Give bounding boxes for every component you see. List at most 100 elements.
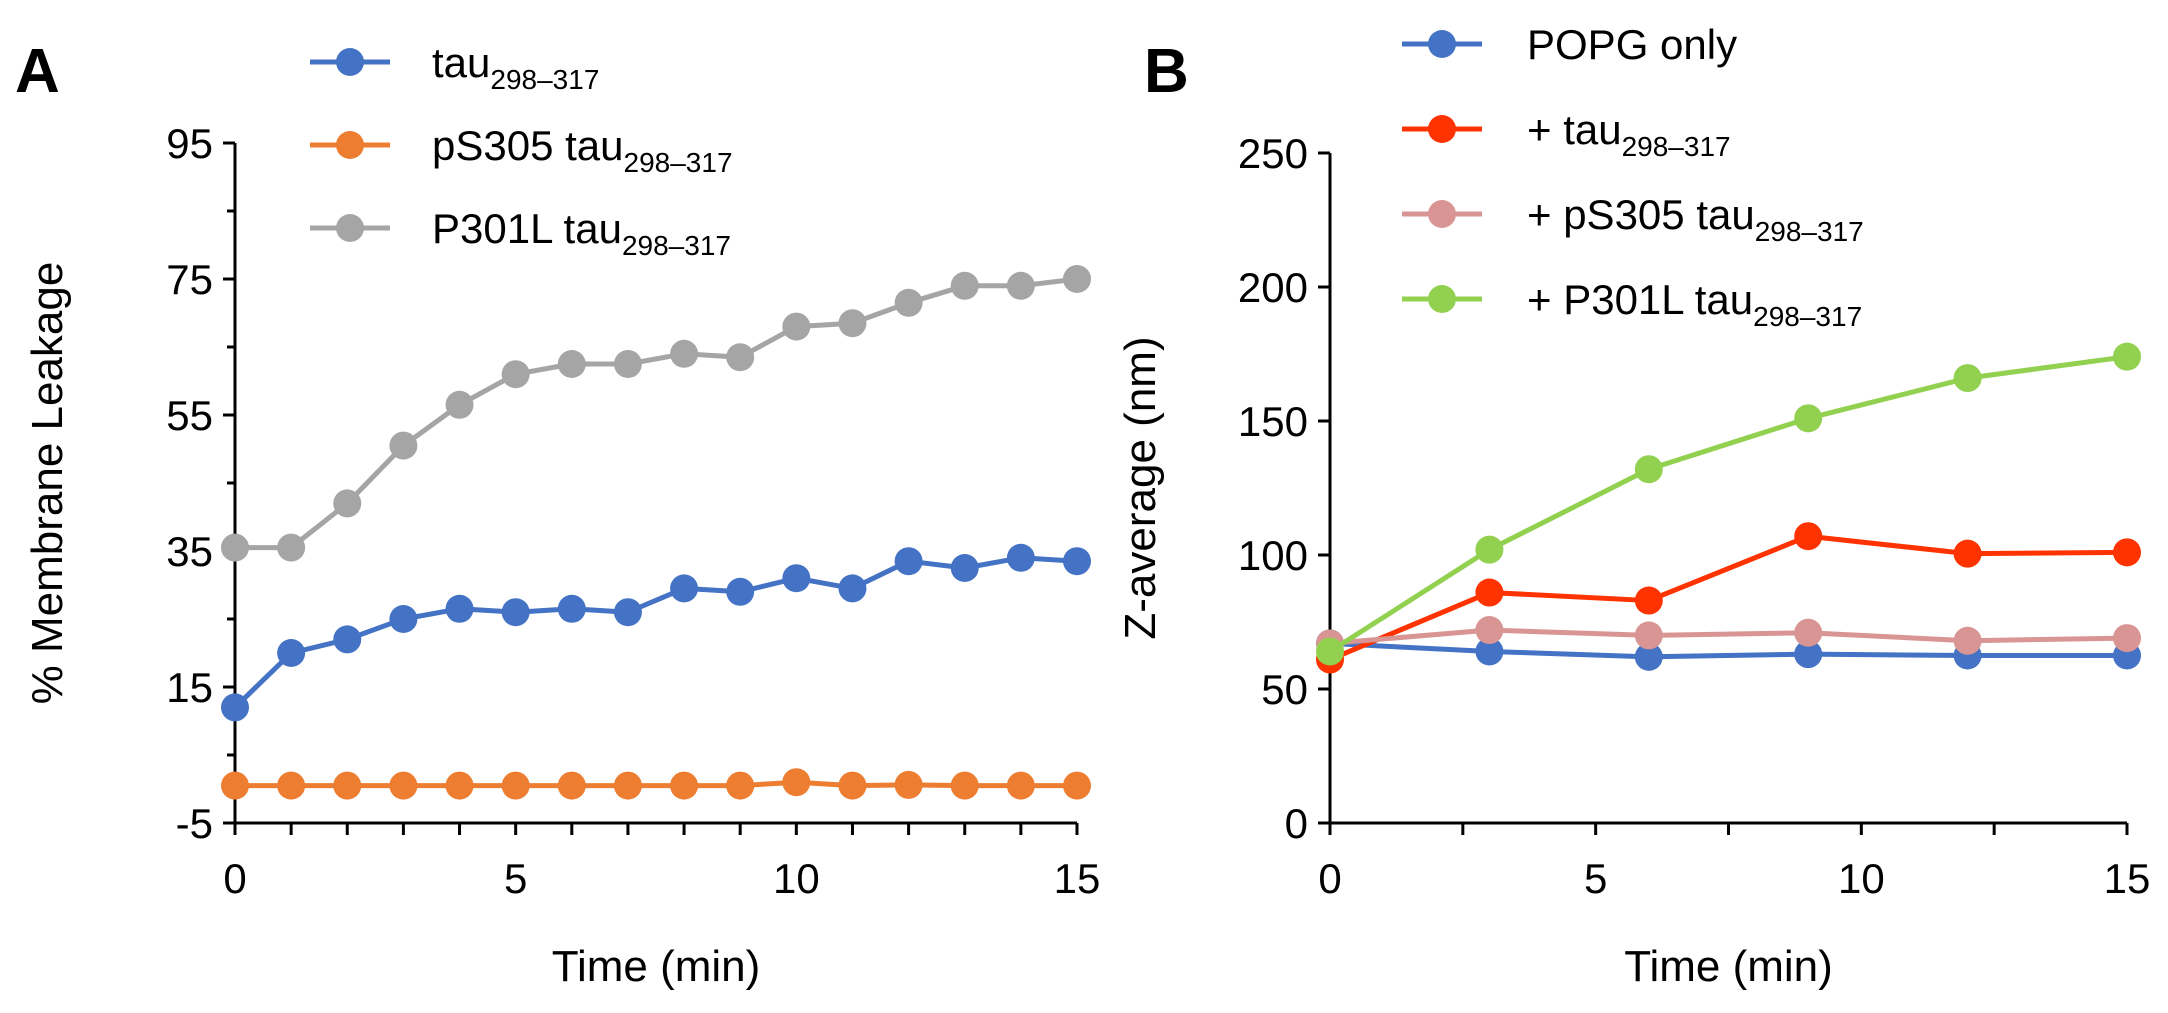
legend-label: P301L tau298–317: [432, 205, 731, 261]
data-point: [221, 693, 249, 722]
data-point: [501, 771, 530, 800]
y-tick-label: 200: [1238, 264, 1308, 311]
data-point: [2113, 538, 2141, 567]
data-point: [670, 771, 699, 800]
data-point: [445, 390, 474, 419]
x-axis-label: Time (min): [1624, 942, 1833, 991]
legend: POPG only + tau298–317 + pS305 tau298–317 +…: [1402, 21, 1864, 332]
legend-item: + pS305 tau298–317: [1402, 191, 1864, 247]
data-point: [445, 594, 474, 623]
panel-label: B: [1144, 37, 1189, 106]
data-point: [1794, 618, 1823, 647]
panel-a: A -5 15 35 55 75 95 0 5 10 15 Time (min) % Membrane …: [15, 37, 1100, 991]
legend-swatch-marker: [336, 48, 364, 76]
legend-label-subscript: 298–317: [622, 230, 731, 261]
y-axis-label: % Membrane Leakage: [23, 262, 72, 705]
data-point: [557, 350, 586, 378]
panel-b: B 0 50 100 150 200 250 0 5 10 15 Time (min) Z-averag…: [1116, 21, 2150, 991]
data-point: [838, 771, 867, 800]
data-point: [557, 771, 586, 800]
data-point: [1953, 364, 1982, 393]
x-tick-label: 10: [773, 855, 820, 902]
data-point: [1475, 637, 1504, 666]
legend-label: + pS305 tau298–317: [1527, 191, 1864, 247]
data-point: [389, 605, 418, 633]
data-point: [950, 771, 979, 800]
x-axis-label: Time (min): [552, 942, 761, 991]
data-point: [445, 771, 474, 800]
data-point: [782, 312, 811, 341]
y-tick-label: 95: [166, 120, 213, 167]
series-3: [221, 265, 1091, 562]
data-point: [782, 768, 811, 797]
data-point: [501, 360, 530, 389]
legend-swatch-marker: [1428, 200, 1456, 228]
legend-label-text: + tau: [1527, 106, 1622, 153]
data-point: [726, 771, 755, 800]
data-point: [1794, 404, 1823, 433]
axes: [1318, 151, 2129, 835]
data-point: [670, 574, 699, 603]
data-point: [277, 771, 306, 800]
data-point: [1634, 621, 1663, 650]
series-line: [1329, 640, 2127, 660]
data-point: [613, 350, 642, 378]
data-point: [1475, 578, 1504, 607]
y-tick-label: 75: [166, 256, 213, 303]
data-point: [1953, 539, 1982, 568]
y-tick-label: 0: [1285, 800, 1308, 847]
legend-label-text: tau: [432, 39, 490, 86]
x-tick-label: 15: [1054, 855, 1101, 902]
x-tick-label: 5: [1584, 855, 1607, 902]
data-point: [501, 598, 530, 627]
data-point: [557, 594, 586, 623]
y-tick-label: 250: [1238, 130, 1308, 177]
data-point: [2113, 342, 2141, 371]
series-line: [233, 555, 1078, 710]
y-axis-label: Z-average (nm): [1116, 336, 1165, 639]
data-point: [1475, 535, 1504, 564]
data-point: [838, 309, 867, 338]
legend-label-text: + P301L tau: [1527, 276, 1753, 323]
series-line: [235, 276, 1078, 551]
legend-item: POPG only: [1402, 21, 1737, 68]
data-point: [1634, 642, 1663, 671]
data-point: [1063, 547, 1091, 576]
data-point: [333, 771, 362, 800]
data-point: [1794, 640, 1823, 669]
legend-swatch-marker: [1428, 30, 1456, 58]
series-line: [235, 779, 1077, 789]
legend-item: pS305 tau298–317: [310, 122, 733, 178]
y-tick-label: -5: [176, 800, 213, 847]
data-point: [2113, 624, 2141, 653]
y-tick-label: 35: [166, 528, 213, 575]
data-point: [1634, 586, 1663, 615]
data-point: [1794, 522, 1823, 551]
legend-label-subscript: 298–317: [1622, 131, 1731, 162]
data-point: [389, 431, 418, 460]
legend-label: + P301L tau298–317: [1527, 276, 1862, 332]
data-point: [894, 770, 923, 799]
legend-label: POPG only: [1527, 21, 1737, 68]
y-tick-label: 150: [1238, 398, 1308, 445]
legend-item: P301L tau298–317: [310, 205, 731, 261]
legend-label-subscript: 298–317: [490, 64, 599, 95]
legend-swatch-marker: [1428, 115, 1456, 143]
data-point: [1063, 265, 1091, 293]
data-point: [221, 771, 249, 800]
legend-item: + P301L tau298–317: [1402, 276, 1862, 332]
data-point: [277, 639, 306, 667]
series-4: [1316, 342, 2141, 666]
data-point: [1006, 271, 1035, 300]
series-1: [221, 543, 1091, 722]
legend-label-text: pS305 tau: [432, 122, 624, 169]
data-point: [333, 625, 362, 654]
y-tick-label: 100: [1238, 532, 1308, 579]
data-point: [726, 343, 755, 372]
y-tick-label: 15: [166, 664, 213, 711]
legend-label: + tau298–317: [1527, 106, 1731, 162]
data-point: [1063, 771, 1091, 800]
legend-item: tau298–317: [310, 39, 599, 95]
series-line: [1329, 533, 2128, 662]
